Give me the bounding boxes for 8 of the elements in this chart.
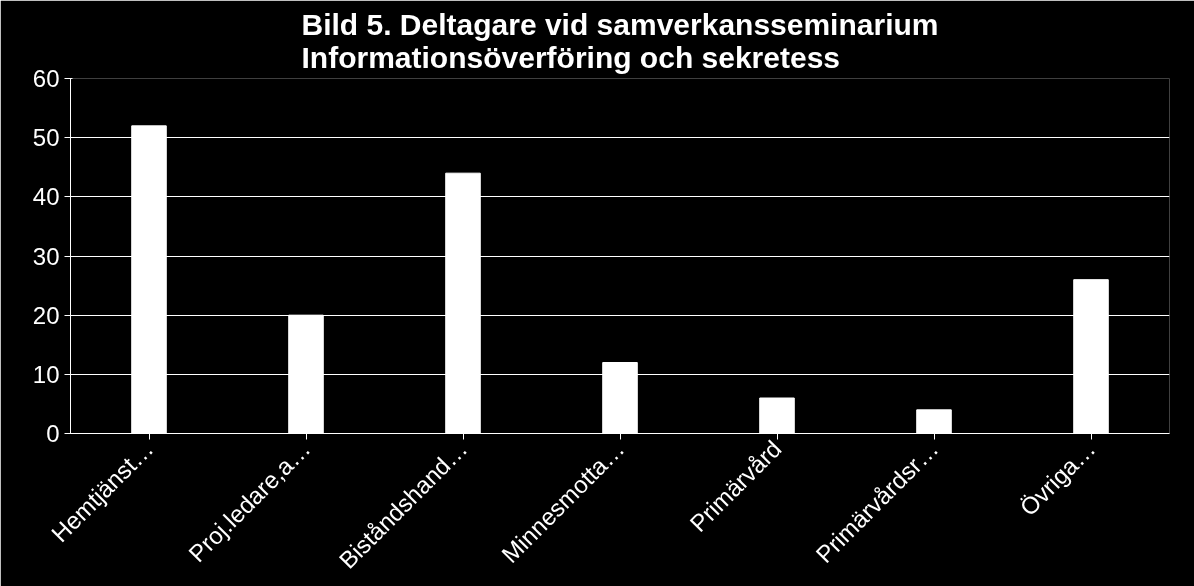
y-tick-label: 40 bbox=[32, 183, 60, 211]
y-tick-label: 10 bbox=[32, 360, 60, 388]
y-tick-label: 30 bbox=[32, 242, 60, 270]
y-tick-label: 60 bbox=[32, 65, 60, 92]
chart-title: Bild 5. Deltagare vid samverkansseminarium Informationsöverföring och sekretess bbox=[301, 7, 939, 74]
y-tick-label: 50 bbox=[32, 124, 60, 152]
y-tick-label: 20 bbox=[32, 301, 60, 329]
y-tick-label: 0 bbox=[46, 420, 60, 447]
